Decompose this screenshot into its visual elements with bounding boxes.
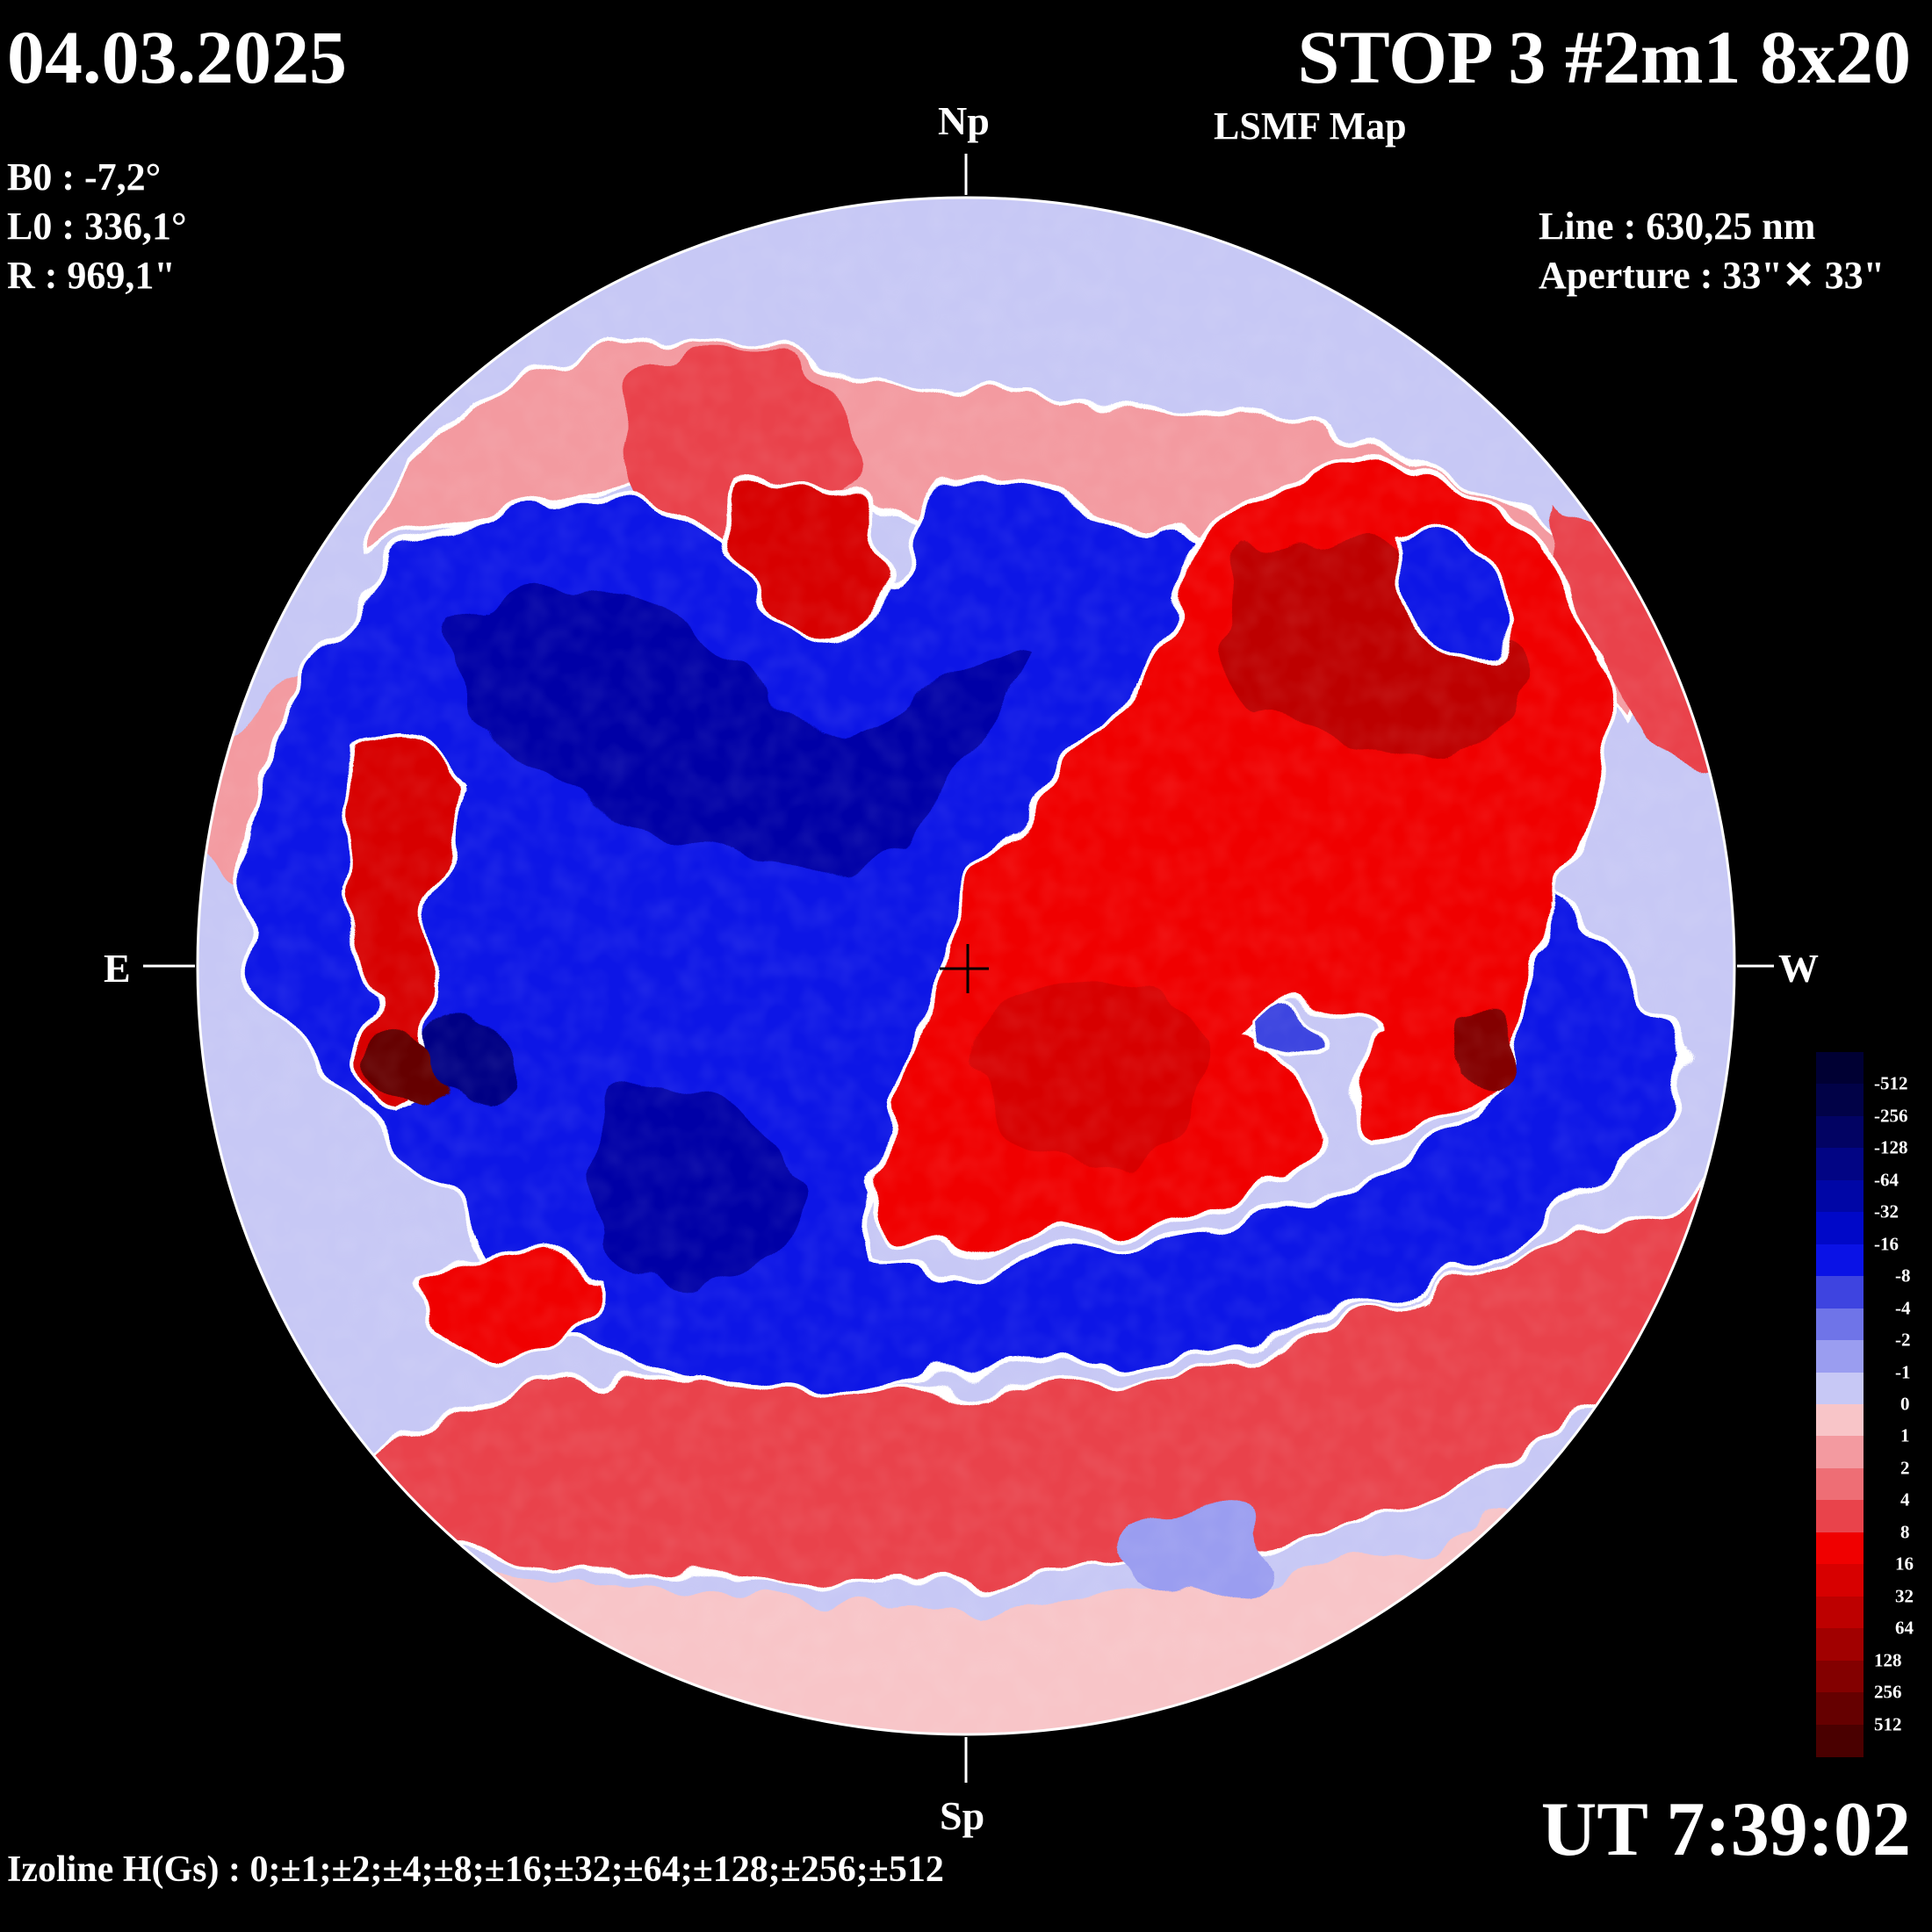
isoline-legend: Izoline H(Gs) : 0;±1;±2;±4;±8;±16;±32;±6… — [7, 1849, 944, 1890]
scale-tick-label: 64 — [1895, 1617, 1914, 1639]
scale-tick-label: 0 — [1900, 1393, 1910, 1415]
scale-swatch — [1816, 1179, 1864, 1213]
scale-tick-label: -8 — [1895, 1265, 1911, 1287]
scale-tick-label: 2 — [1900, 1457, 1910, 1479]
scale-swatch — [1816, 1148, 1864, 1181]
scale-tick-label: -32 — [1874, 1200, 1899, 1222]
scale-swatch — [1816, 1500, 1864, 1533]
scale-tick-label: 128 — [1874, 1649, 1902, 1671]
scale-swatch — [1816, 1436, 1864, 1469]
north-pole-label: Np — [938, 98, 990, 143]
scale-tick-label: -64 — [1874, 1169, 1899, 1191]
magnetic-field-regions — [198, 198, 1734, 1734]
scale-swatch — [1816, 1115, 1864, 1149]
scale-swatch — [1816, 1340, 1864, 1373]
scale-swatch — [1816, 1467, 1864, 1501]
scale-swatch — [1816, 1276, 1864, 1309]
limb-outline — [196, 196, 1736, 1736]
scale-tick-label: -2 — [1895, 1329, 1911, 1351]
spectral-line: Line : 630,25 nm — [1539, 205, 1816, 248]
color-scale-bar — [1816, 1052, 1864, 1757]
scale-tick-label: 1 — [1900, 1424, 1910, 1446]
compass-ticks — [143, 154, 1774, 1783]
b0-parameter: B0 : -7,2° — [7, 155, 162, 198]
scale-tick-label: 256 — [1874, 1681, 1902, 1703]
scale-swatch — [1816, 1212, 1864, 1245]
radius-parameter: R : 969,1" — [7, 254, 176, 297]
scale-tick-label: -16 — [1874, 1233, 1899, 1255]
scale-swatch — [1816, 1724, 1864, 1757]
observation-date: 04.03.2025 — [7, 15, 347, 99]
scale-tick-label: -512 — [1874, 1072, 1908, 1094]
south-pole-label: Sp — [940, 1793, 985, 1838]
scale-swatch — [1816, 1372, 1864, 1405]
scale-swatch — [1816, 1084, 1864, 1117]
east-label: E — [104, 946, 131, 991]
scale-swatch — [1816, 1052, 1864, 1085]
scale-tick-label: 4 — [1900, 1489, 1910, 1510]
scale-swatch — [1816, 1596, 1864, 1629]
scale-tick-label: -128 — [1874, 1136, 1908, 1158]
scale-swatch — [1816, 1564, 1864, 1597]
scale-swatch — [1816, 1628, 1864, 1662]
l0-parameter: L0 : 336,1° — [7, 205, 187, 248]
scale-tick-label: -4 — [1895, 1297, 1911, 1319]
scale-tick-label: 32 — [1895, 1585, 1914, 1607]
center-crosshair — [940, 944, 989, 993]
scale-swatch — [1816, 1404, 1864, 1438]
scale-tick-label: -1 — [1895, 1361, 1911, 1383]
scale-swatch — [1816, 1660, 1864, 1693]
map-subtitle: LSMF Map — [1214, 105, 1407, 148]
scale-tick-label: 512 — [1874, 1713, 1902, 1735]
ut-time: UT 7:39:02 — [1540, 1787, 1911, 1872]
texture-overlay — [198, 198, 1734, 1734]
scale-swatch — [1816, 1308, 1864, 1341]
map-title: STOP 3 #2m1 8x20 — [1297, 15, 1911, 99]
scale-swatch — [1816, 1532, 1864, 1565]
aperture: Aperture : 33"✕ 33" — [1539, 254, 1885, 297]
scale-swatch — [1816, 1244, 1864, 1277]
scale-swatch — [1816, 1692, 1864, 1726]
scale-tick-label: 8 — [1900, 1521, 1910, 1543]
scale-tick-label: -256 — [1874, 1105, 1908, 1127]
west-label: W — [1778, 946, 1819, 991]
scale-tick-label: 16 — [1895, 1553, 1914, 1575]
